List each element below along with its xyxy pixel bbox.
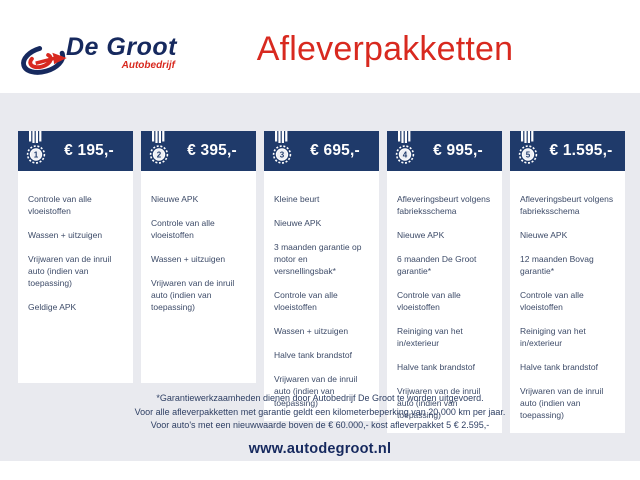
footnote-line: Voor alle afleverpakketten met garantie … [134, 406, 506, 417]
footnotes: *Garantiewerkzaamheden dienen door Autob… [0, 392, 640, 433]
package-feature: Controle van alle vloeistoffen [520, 290, 584, 312]
package-4-header: 4 € 995,- [387, 131, 502, 171]
svg-text:1: 1 [34, 151, 39, 160]
logo-name: De Groot [66, 33, 177, 61]
package-feature: Wassen + uitzuigen [274, 326, 349, 336]
package-feature: Halve tank brandstof [520, 362, 598, 372]
medal-4-icon: 4 [395, 131, 415, 164]
package-feature: Wassen + uitzuigen [151, 254, 226, 264]
package-feature: Vrijwaren van de inruil auto (indien van… [274, 374, 358, 408]
package-5-features: Afleveringsbeurt volgens fabrieksschema N… [510, 171, 625, 433]
logo-text: De Groot Autobedrijf [66, 35, 177, 71]
package-3-header: 3 € 695,- [264, 131, 379, 171]
package-2-header: 2 € 395,- [141, 131, 256, 171]
package-feature: Halve tank brandstof [397, 362, 475, 372]
footnote-line: *Garantiewerkzaamheden dienen door Autob… [156, 393, 484, 403]
package-feature: Vrijwaren van de inruil auto (indien van… [520, 386, 604, 420]
de-groot-logo: De Groot Autobedrijf [16, 24, 177, 82]
medal-3-icon: 3 [272, 131, 292, 164]
package-card-4: 4 € 995,- Afleveringsbeurt volgens fabri… [387, 131, 502, 433]
package-feature: Wassen + uitzuigen [28, 230, 103, 240]
package-feature: Vrijwaren van de inruil auto (indien van… [397, 386, 481, 420]
svg-text:5: 5 [526, 151, 531, 160]
de-groot-logo-icon [21, 44, 67, 75]
package-feature: Controle van alle vloeistoffen [151, 218, 215, 240]
package-1-header: 1 € 195,- [18, 131, 133, 171]
package-cards: 1 € 195,- Controle van alle vloeistoffen… [18, 131, 625, 433]
svg-text:3: 3 [280, 151, 285, 160]
package-1-price: € 195,- [64, 142, 114, 159]
package-card-2: 2 € 395,- Nieuwe APK Controle van alle vl… [141, 131, 256, 383]
package-5-price: € 1.595,- [549, 142, 613, 159]
package-2-features: Nieuwe APK Controle van alle vloeistoffen… [141, 171, 256, 383]
package-feature: Geldige APK [28, 302, 77, 312]
package-2-price: € 395,- [187, 142, 237, 159]
header: De Groot Autobedrijf Afleverpakketten [0, 0, 640, 93]
medal-1-icon: 1 [26, 131, 46, 164]
package-3-features: Kleine beurt Nieuwe APK 3 maanden garantie… [264, 171, 379, 421]
package-feature: Nieuwe APK [274, 218, 322, 228]
package-feature: Controle van alle vloeistoffen [397, 290, 461, 312]
package-feature: Nieuwe APK [520, 230, 568, 240]
package-feature: Halve tank brandstof [274, 350, 352, 360]
package-feature: Nieuwe APK [397, 230, 445, 240]
package-feature: Reiniging van het in/exterieur [520, 326, 586, 348]
package-feature: Kleine beurt [274, 194, 320, 204]
package-feature: Nieuwe APK [151, 194, 199, 204]
package-feature: Afleveringsbeurt volgens fabrieksschema [397, 194, 491, 216]
package-feature: Controle van alle vloeistoffen [274, 290, 338, 312]
website-link[interactable]: www.autodegroot.nl [248, 441, 392, 457]
medal-2-icon: 2 [149, 131, 169, 164]
footnote-line: Voor auto's met een nieuwwaarde boven de… [150, 420, 490, 430]
package-feature: 12 maanden Bovag garantie* [520, 254, 594, 276]
package-card-3: 3 € 695,- Kleine beurt Nieuwe APK 3 maande… [264, 131, 379, 421]
package-1-features: Controle van alle vloeistoffen Wassen + u… [18, 171, 133, 383]
medal-5-icon: 5 [518, 131, 538, 164]
package-5-header: 5 € 1.595,- [510, 131, 625, 171]
package-card-1: 1 € 195,- Controle van alle vloeistoffen… [18, 131, 133, 383]
svg-text:4: 4 [403, 151, 408, 160]
package-3-price: € 695,- [310, 142, 360, 159]
package-feature: Vrijwaren van de inruil auto (indien van… [28, 254, 112, 288]
svg-text:2: 2 [157, 151, 162, 160]
package-4-features: Afleveringsbeurt volgens fabrieksschema N… [387, 171, 502, 433]
package-4-price: € 995,- [433, 142, 483, 159]
package-feature: 3 maanden garantie op motor en versnelli… [274, 242, 362, 276]
package-card-5: 5 € 1.595,- Afleveringsbeurt volgens fab… [510, 131, 625, 433]
package-feature: Afleveringsbeurt volgens fabrieksschema [520, 194, 614, 216]
package-feature: 6 maanden De Groot garantie* [397, 254, 477, 276]
page-title: Afleverpakketten [256, 30, 514, 68]
package-feature: Controle van alle vloeistoffen [28, 194, 92, 216]
package-feature: Reiniging van het in/exterieur [397, 326, 463, 348]
logo-subtitle: Autobedrijf [121, 60, 175, 71]
package-feature: Vrijwaren van de inruil auto (indien van… [151, 278, 235, 312]
